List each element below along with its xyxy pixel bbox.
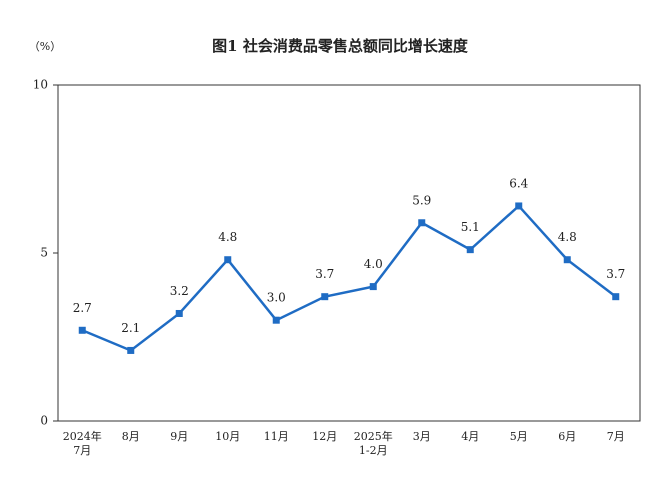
point-marker bbox=[321, 293, 329, 301]
x-tick-label: 10月 bbox=[215, 430, 241, 443]
data-label: 3.7 bbox=[315, 267, 334, 281]
data-label: 5.1 bbox=[461, 220, 480, 234]
x-tick-label: 6月 bbox=[558, 430, 577, 443]
x-tick-label: 11月 bbox=[263, 430, 289, 443]
x-tick-label: 3月 bbox=[412, 430, 431, 443]
point-marker bbox=[515, 202, 523, 210]
x-tick-label: 5月 bbox=[509, 430, 528, 443]
x-tick-label: 2025年 1-2月 bbox=[353, 430, 393, 457]
x-tick-label: 7月 bbox=[606, 430, 625, 443]
data-label: 3.7 bbox=[606, 267, 625, 281]
y-tick-label: 0 bbox=[40, 414, 48, 428]
plot-frame bbox=[57, 84, 641, 422]
point-marker bbox=[272, 316, 280, 324]
point-marker bbox=[78, 326, 86, 334]
y-unit: （%） bbox=[29, 40, 61, 53]
point-marker bbox=[224, 256, 232, 264]
data-label: 2.1 bbox=[121, 321, 140, 335]
point-marker bbox=[466, 246, 474, 254]
data-label: 3.0 bbox=[267, 291, 286, 305]
series-line bbox=[81, 204, 617, 352]
point-marker bbox=[563, 256, 571, 264]
point-marker bbox=[612, 293, 620, 301]
x-tick-label: 8月 bbox=[121, 430, 140, 443]
x-tick-label: 9月 bbox=[170, 430, 189, 443]
data-label: 5.9 bbox=[412, 193, 431, 207]
data-label: 4.0 bbox=[364, 257, 383, 271]
x-tick-label: 2024年 7月 bbox=[62, 430, 102, 457]
chart-title: 图1 社会消费品零售总额同比增长速度 bbox=[212, 37, 469, 55]
point-marker bbox=[127, 346, 135, 354]
y-tick-label: 5 bbox=[40, 246, 48, 260]
y-tick-label: 10 bbox=[33, 78, 48, 92]
data-label: 2.7 bbox=[73, 301, 92, 315]
data-label: 4.8 bbox=[218, 230, 237, 244]
point-marker bbox=[418, 219, 426, 227]
data-label: 4.8 bbox=[558, 230, 577, 244]
x-tick-label: 4月 bbox=[461, 430, 480, 443]
data-label: 6.4 bbox=[509, 176, 528, 190]
x-tick-label: 12月 bbox=[312, 430, 338, 443]
data-label: 3.2 bbox=[170, 284, 189, 298]
point-marker bbox=[175, 309, 183, 317]
point-marker bbox=[369, 283, 377, 291]
